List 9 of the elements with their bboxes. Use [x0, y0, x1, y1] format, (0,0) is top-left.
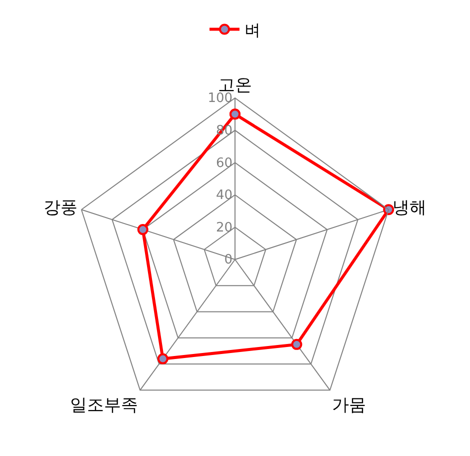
- y-tick-label: 0: [224, 252, 233, 268]
- legend-label: 벼: [244, 20, 260, 40]
- y-tick-label: 40: [216, 188, 233, 204]
- spoke-label: 냉해: [392, 198, 426, 218]
- spoke-label: 일조부족: [70, 396, 138, 416]
- spoke-label: 강풍: [44, 198, 78, 218]
- spoke-label: 가뭄: [332, 396, 366, 416]
- y-tick-label: 60: [216, 156, 233, 171]
- y-tick-label: 20: [216, 220, 233, 236]
